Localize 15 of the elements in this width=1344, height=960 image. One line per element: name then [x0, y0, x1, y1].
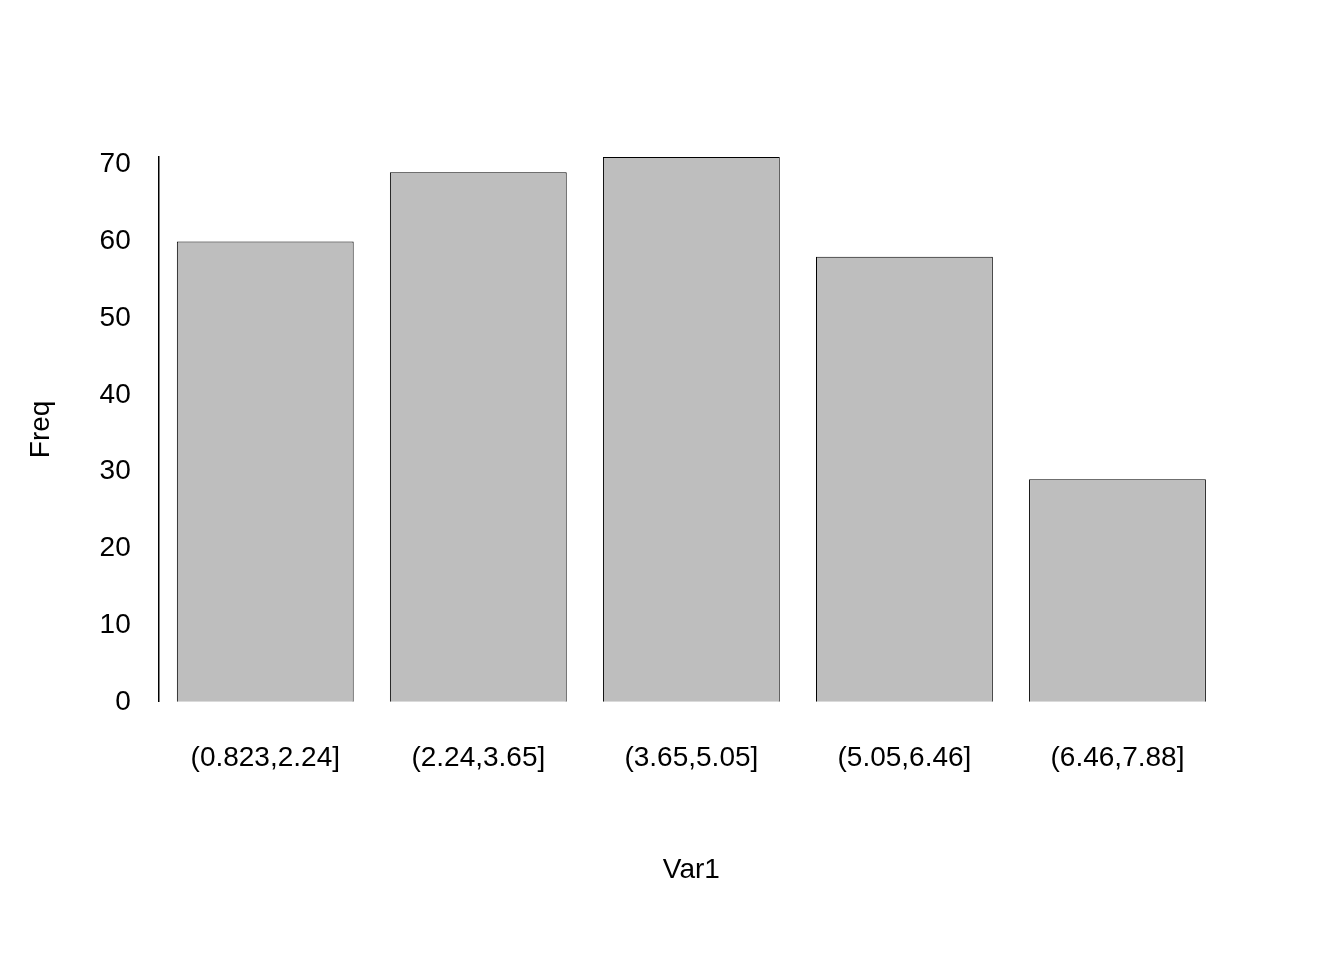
y-tick-label: 50	[99, 300, 131, 332]
y-tick-label: 30	[99, 454, 131, 486]
y-axis-title: Freq	[23, 400, 55, 459]
x-tick-label: (0.823,2.24]	[190, 741, 340, 773]
y-tick-label: 70	[99, 147, 131, 179]
x-tick-label: (3.65,5.05]	[624, 741, 759, 773]
y-tick-label: 20	[99, 531, 131, 563]
y-tick-label: 0	[115, 684, 131, 716]
y-tick-label: 40	[99, 377, 131, 409]
x-tick-label: (2.24,3.65]	[411, 741, 546, 773]
y-tick-label: 60	[99, 224, 131, 256]
x-axis-title: Var1	[662, 852, 720, 884]
x-tick-label: (6.46,7.88]	[1050, 741, 1185, 773]
y-tick-label: 10	[99, 607, 131, 639]
x-tick-label: (5.05,6.46]	[837, 741, 972, 773]
